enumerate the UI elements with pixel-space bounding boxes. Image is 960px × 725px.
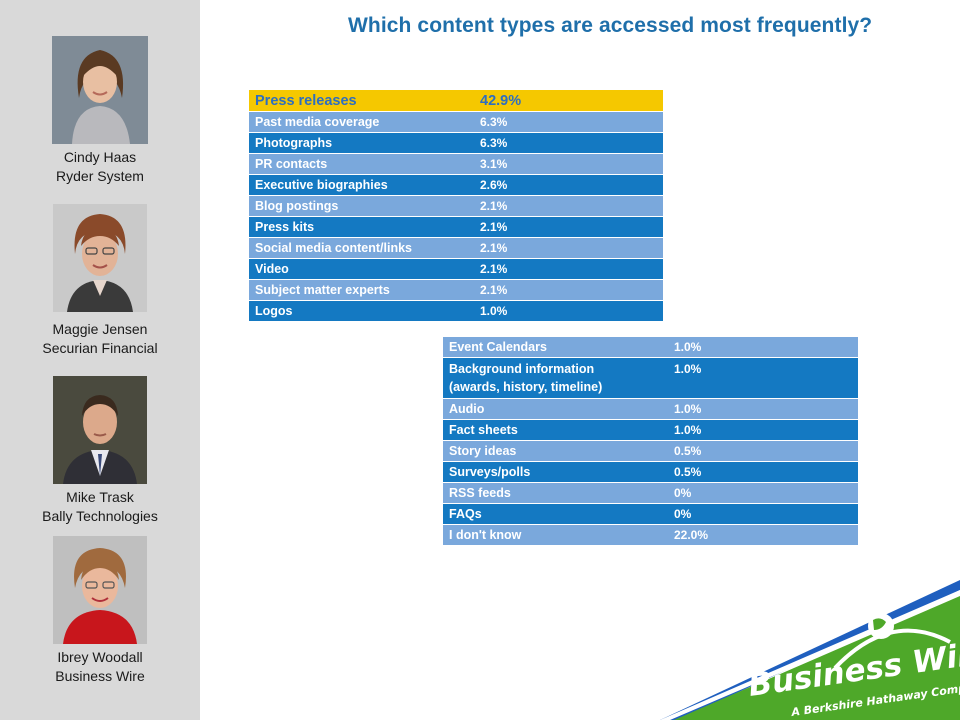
speaker-org: Ryder System [56, 168, 144, 184]
table-row: PR contacts 3.1% [249, 153, 663, 175]
row-label: Video [249, 258, 474, 280]
row-label: RSS feeds [443, 482, 668, 504]
speaker-photo [53, 204, 147, 312]
speaker-name: Ibrey Woodall [57, 649, 143, 665]
row-value: 2.1% [474, 237, 663, 259]
speaker-photo [52, 36, 148, 144]
speaker-card: Ibrey Woodall Business Wire [0, 536, 200, 686]
table-row: Event Calendars 1.0% [443, 337, 858, 358]
speaker-name: Cindy Haas [63, 149, 137, 165]
content-types-table-1: Press releases 42.9% Past media coverage… [249, 90, 663, 322]
table-row: Press kits 2.1% [249, 216, 663, 238]
row-label: Executive biographies [249, 174, 474, 196]
row-value: 2.1% [474, 216, 663, 238]
table-row: Subject matter experts 2.1% [249, 279, 663, 301]
row-label: Press releases [249, 90, 474, 112]
speaker-sidebar: Cindy Haas Ryder System Maggie Jensen Se… [0, 0, 200, 720]
speaker-card: Mike Trask Bally Technologies [0, 376, 200, 526]
speaker-card: Maggie Jensen Securian Financial [0, 204, 200, 358]
speaker-org: Business Wire [55, 668, 145, 684]
row-value: 1.0% [668, 337, 858, 358]
row-label: Event Calendars [443, 337, 668, 358]
speaker-photo [53, 536, 147, 644]
row-label: Blog postings [249, 195, 474, 217]
speaker-org: Securian Financial [42, 340, 158, 356]
row-value: 0.5% [668, 440, 858, 462]
speaker-org: Bally Technologies [42, 508, 158, 524]
row-value: 2.1% [474, 279, 663, 301]
row-value: 6.3% [474, 111, 663, 133]
row-value: 6.3% [474, 132, 663, 154]
row-value: 0.5% [668, 461, 858, 483]
row-label: Background information (awards, history,… [443, 357, 668, 399]
row-value: 1.0% [474, 300, 663, 322]
table-row: Photographs 6.3% [249, 132, 663, 154]
table-row: Surveys/polls 0.5% [443, 461, 858, 483]
row-value: 1.0% [668, 398, 858, 420]
row-label: Press kits [249, 216, 474, 238]
row-value: 2.6% [474, 174, 663, 196]
row-value: 1.0% [668, 419, 858, 441]
row-label: Audio [443, 398, 668, 420]
row-value: 2.1% [474, 258, 663, 280]
content-types-table-2: Event Calendars 1.0% Background informat… [443, 337, 858, 546]
row-value: 42.9% [474, 90, 663, 112]
table-row: Blog postings 2.1% [249, 195, 663, 217]
table-row: Story ideas 0.5% [443, 440, 858, 462]
table-row: Social media content/links 2.1% [249, 237, 663, 259]
table-row: Background information (awards, history,… [443, 357, 858, 399]
row-label-line-2: (awards, history, timeline) [449, 380, 603, 394]
table-row: Press releases 42.9% [249, 90, 663, 112]
row-label: Fact sheets [443, 419, 668, 441]
row-label: Photographs [249, 132, 474, 154]
row-label-line-1: Background information [449, 362, 595, 376]
row-label: Past media coverage [249, 111, 474, 133]
row-value: 0% [668, 482, 858, 504]
page-title: Which content types are accessed most fr… [348, 14, 873, 37]
table-row: RSS feeds 0% [443, 482, 858, 504]
table-row: I don't know 22.0% [443, 524, 858, 546]
table-row: Fact sheets 1.0% [443, 419, 858, 441]
speaker-name: Mike Trask [66, 489, 134, 505]
table-row: Logos 1.0% [249, 300, 663, 322]
speaker-card: Cindy Haas Ryder System [0, 36, 200, 186]
table-row: Past media coverage 6.3% [249, 111, 663, 133]
row-label: Story ideas [443, 440, 668, 462]
row-label: Subject matter experts [249, 279, 474, 301]
table-row: Video 2.1% [249, 258, 663, 280]
row-label: I don't know [443, 524, 668, 546]
row-label: PR contacts [249, 153, 474, 175]
row-value: 22.0% [668, 524, 858, 546]
row-label: Surveys/polls [443, 461, 668, 483]
speaker-photo [53, 376, 147, 484]
row-label: FAQs [443, 503, 668, 525]
row-label: Logos [249, 300, 474, 322]
row-label: Social media content/links [249, 237, 474, 259]
row-value: 3.1% [474, 153, 663, 175]
table-row: FAQs 0% [443, 503, 858, 525]
business-wire-logo: Business Wire A Berkshire Hathaway Compa… [660, 560, 960, 720]
table-row: Audio 1.0% [443, 398, 858, 420]
row-value: 2.1% [474, 195, 663, 217]
row-value: 1.0% [668, 357, 858, 399]
row-value: 0% [668, 503, 858, 525]
speaker-name: Maggie Jensen [52, 321, 148, 337]
table-row: Executive biographies 2.6% [249, 174, 663, 196]
